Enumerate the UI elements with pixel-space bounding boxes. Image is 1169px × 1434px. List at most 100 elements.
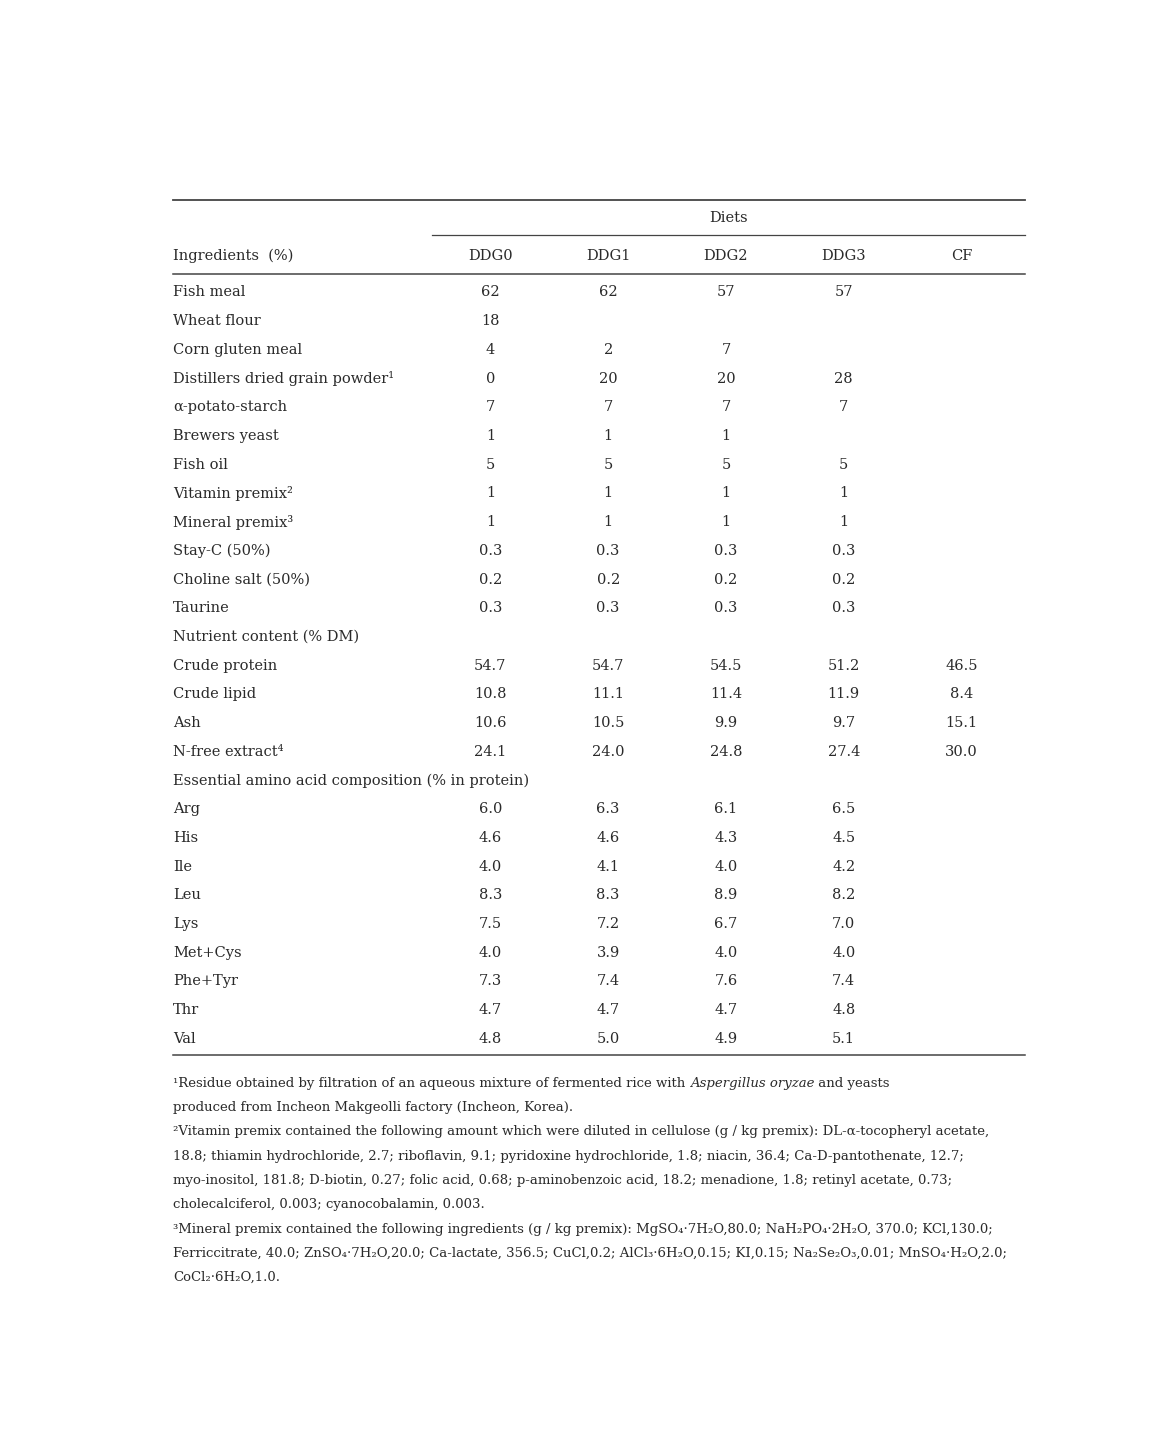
Text: 11.9: 11.9 [828,687,859,701]
Text: Essential amino acid composition (% in protein): Essential amino acid composition (% in p… [173,773,530,787]
Text: 4.0: 4.0 [714,859,738,873]
Text: 54.7: 54.7 [475,658,506,673]
Text: 57: 57 [835,285,853,300]
Text: 4.5: 4.5 [832,830,856,845]
Text: 4.0: 4.0 [479,946,502,959]
Text: 0.2: 0.2 [832,572,856,587]
Text: 4.0: 4.0 [832,946,856,959]
Text: 7.3: 7.3 [479,975,502,988]
Text: 20: 20 [717,371,735,386]
Text: 1: 1 [721,429,731,443]
Text: DDG3: DDG3 [822,250,866,262]
Text: 5: 5 [603,457,613,472]
Text: 4: 4 [486,343,494,357]
Text: 8.3: 8.3 [596,888,620,902]
Text: 24.8: 24.8 [710,744,742,759]
Text: 3.9: 3.9 [596,946,620,959]
Text: 46.5: 46.5 [946,658,977,673]
Text: 15.1: 15.1 [946,716,977,730]
Text: 4.1: 4.1 [596,859,620,873]
Text: and yeasts: and yeasts [815,1077,890,1090]
Text: 7: 7 [839,400,849,414]
Text: 62: 62 [482,285,499,300]
Text: 8.3: 8.3 [479,888,502,902]
Text: Aspergillus oryzae: Aspergillus oryzae [690,1077,815,1090]
Text: 24.1: 24.1 [475,744,506,759]
Text: 1: 1 [486,486,494,500]
Text: 1: 1 [603,515,613,529]
Text: 0.2: 0.2 [596,572,620,587]
Text: CoCl₂·6H₂O,1.0.: CoCl₂·6H₂O,1.0. [173,1271,281,1285]
Text: 8.9: 8.9 [714,888,738,902]
Text: 4.2: 4.2 [832,859,856,873]
Text: 0.3: 0.3 [832,543,856,558]
Text: 0.3: 0.3 [596,601,620,615]
Text: 7.5: 7.5 [479,916,502,931]
Text: 18: 18 [482,314,499,328]
Text: 0.3: 0.3 [714,601,738,615]
Text: 6.0: 6.0 [479,802,502,816]
Text: Met+Cys: Met+Cys [173,946,242,959]
Text: ²Vitamin premix contained the following amount which were diluted in cellulose (: ²Vitamin premix contained the following … [173,1126,989,1139]
Text: 0.3: 0.3 [596,543,620,558]
Text: 4.8: 4.8 [832,1004,856,1017]
Text: 0.3: 0.3 [714,543,738,558]
Text: DDG1: DDG1 [586,250,630,262]
Text: CF: CF [950,250,973,262]
Text: 8.4: 8.4 [950,687,973,701]
Text: 54.5: 54.5 [710,658,742,673]
Text: 5: 5 [486,457,494,472]
Text: 7.6: 7.6 [714,975,738,988]
Text: 7.0: 7.0 [832,916,856,931]
Text: 7.2: 7.2 [596,916,620,931]
Text: 10.5: 10.5 [592,716,624,730]
Text: Leu: Leu [173,888,201,902]
Text: 0.3: 0.3 [479,601,502,615]
Text: 4.6: 4.6 [479,830,502,845]
Text: 4.8: 4.8 [479,1032,502,1045]
Text: Ingredients  (%): Ingredients (%) [173,250,293,264]
Text: 62: 62 [599,285,617,300]
Text: 2: 2 [603,343,613,357]
Text: 4.3: 4.3 [714,830,738,845]
Text: N-free extract⁴: N-free extract⁴ [173,744,284,759]
Text: 1: 1 [839,515,849,529]
Text: myo-inositol, 181.8; D-biotin, 0.27; folic acid, 0.68; p-aminobenzoic acid, 18.2: myo-inositol, 181.8; D-biotin, 0.27; fol… [173,1174,953,1187]
Text: 7.4: 7.4 [832,975,856,988]
Text: ¹Residue obtained by filtration of an aqueous mixture of fermented rice with: ¹Residue obtained by filtration of an aq… [173,1077,690,1090]
Text: 24.0: 24.0 [592,744,624,759]
Text: 4.0: 4.0 [479,859,502,873]
Text: 28: 28 [835,371,853,386]
Text: 8.2: 8.2 [832,888,856,902]
Text: Nutrient content (% DM): Nutrient content (% DM) [173,630,359,644]
Text: 5.0: 5.0 [596,1032,620,1045]
Text: Taurine: Taurine [173,601,230,615]
Text: Crude protein: Crude protein [173,658,277,673]
Text: Fish meal: Fish meal [173,285,245,300]
Text: Distillers dried grain powder¹: Distillers dried grain powder¹ [173,371,394,386]
Text: 4.7: 4.7 [714,1004,738,1017]
Text: 7: 7 [721,400,731,414]
Text: 9.7: 9.7 [832,716,856,730]
Text: Arg: Arg [173,802,200,816]
Text: 1: 1 [721,486,731,500]
Text: DDG0: DDG0 [468,250,513,262]
Text: 5: 5 [839,457,849,472]
Text: 10.8: 10.8 [475,687,506,701]
Text: 7.4: 7.4 [596,975,620,988]
Text: Wheat flour: Wheat flour [173,314,261,328]
Text: produced from Incheon Makgeolli factory (Incheon, Korea).: produced from Incheon Makgeolli factory … [173,1101,574,1114]
Text: Brewers yeast: Brewers yeast [173,429,279,443]
Text: Ash: Ash [173,716,201,730]
Text: 9.9: 9.9 [714,716,738,730]
Text: 51.2: 51.2 [828,658,860,673]
Text: 6.7: 6.7 [714,916,738,931]
Text: 0.2: 0.2 [479,572,502,587]
Text: 5: 5 [721,457,731,472]
Text: 30.0: 30.0 [945,744,978,759]
Text: Diets: Diets [708,211,747,225]
Text: Ile: Ile [173,859,193,873]
Text: 1: 1 [839,486,849,500]
Text: 7: 7 [721,343,731,357]
Text: α-potato-starch: α-potato-starch [173,400,288,414]
